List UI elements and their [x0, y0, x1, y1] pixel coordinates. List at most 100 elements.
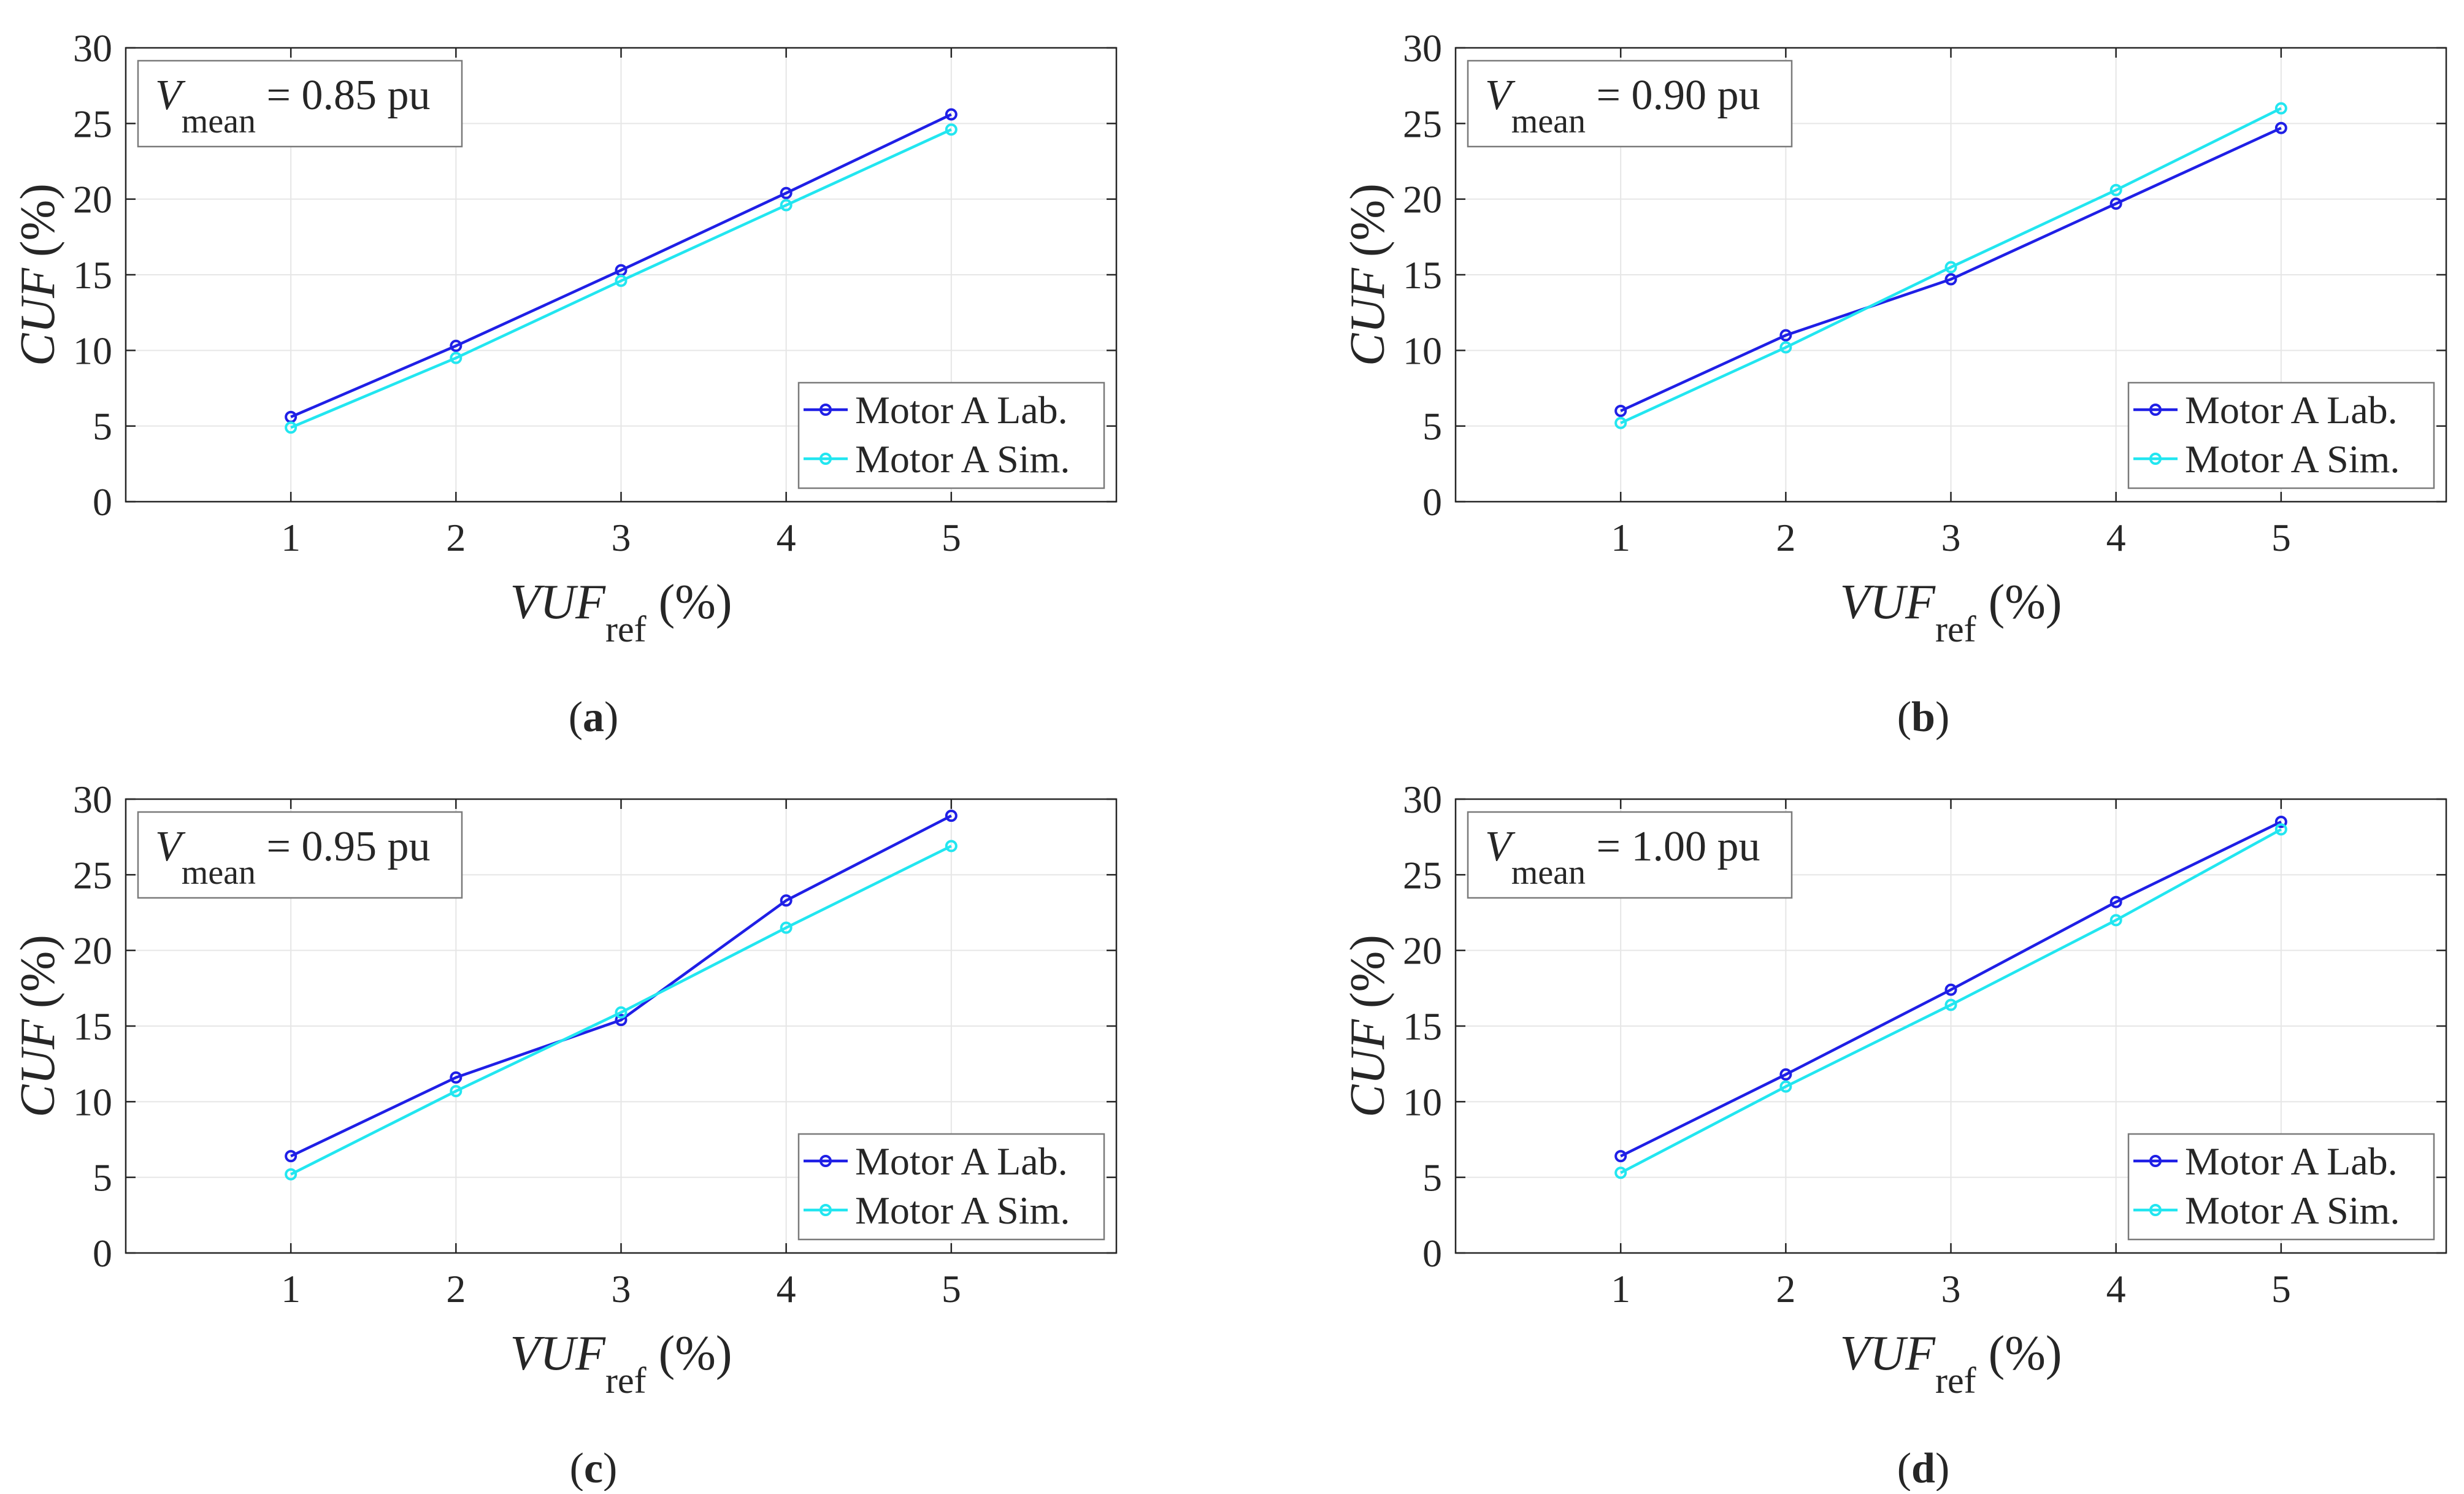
annotation-symbol: V: [1485, 72, 1516, 119]
data-point-series-0: [1944, 273, 1957, 286]
annotation-subscript: mean: [182, 102, 256, 140]
y-tick-label: 20: [73, 178, 112, 221]
legend-label-0: Motor A Lab.: [855, 388, 1068, 432]
y-tick-label: 25: [1403, 853, 1442, 897]
annotation-symbol: V: [1485, 823, 1516, 870]
legend-label-1: Motor A Sim.: [2185, 1189, 2400, 1232]
data-point-series-1: [615, 1006, 628, 1019]
x-tick-label: 3: [1941, 1267, 1961, 1311]
y-tick-label: 15: [1403, 1005, 1442, 1048]
x-axis-label-unit: (%): [647, 1327, 732, 1381]
y-tick-label: 5: [93, 1156, 112, 1200]
y-tick-label: 15: [1403, 253, 1442, 297]
data-point-series-1: [1779, 1080, 1792, 1093]
y-tick-label: 30: [73, 778, 112, 821]
legend-label-1: Motor A Sim.: [2185, 437, 2400, 481]
x-tick-label: 4: [2106, 516, 2126, 559]
y-axis-label: CUF (%): [11, 935, 65, 1117]
legend-swatch-marker-1: [2149, 453, 2162, 465]
panel-caption-open: (: [1897, 694, 1911, 741]
panel-caption-open: (: [569, 694, 583, 741]
y-tick-label: 5: [1422, 405, 1442, 448]
x-axis-label-main: VUF: [1840, 575, 1936, 629]
legend-border: [2127, 1133, 2435, 1241]
legend-label-1: Motor A Sim.: [855, 437, 1070, 481]
x-tick-label: 1: [281, 516, 301, 559]
annotation-subscript: mean: [1511, 854, 1586, 892]
y-tick-label: 20: [73, 929, 112, 973]
annotation-value: = 0.90 pu: [1586, 72, 1760, 119]
y-tick-label: 10: [73, 1080, 112, 1124]
series-line-0: [1620, 126, 2282, 413]
x-tick-label: 3: [612, 516, 631, 559]
x-axis-label: VUFref (%): [1840, 1327, 2062, 1401]
series-group: [285, 108, 958, 434]
data-point-series-0: [1779, 1068, 1792, 1081]
panel-caption-open: (: [1897, 1445, 1911, 1491]
data-point-series-0: [945, 108, 958, 121]
panel-caption-letter: b: [1911, 694, 1935, 741]
y-tick-label: 15: [73, 1005, 112, 1048]
y-tick-label: 10: [73, 329, 112, 372]
y-tick-label: 30: [73, 26, 112, 70]
y-axis-label-variable: CUF: [1341, 1019, 1395, 1117]
data-point-series-0: [2274, 121, 2287, 134]
panel-caption: (d): [1897, 1445, 1950, 1491]
y-axis-label: CUF (%): [1341, 183, 1395, 366]
annotation-text: Vmean = 0.85 pu: [155, 72, 431, 140]
annotation-text: Vmean = 0.95 pu: [155, 823, 431, 892]
y-axis-label-variable: CUF: [1341, 267, 1395, 366]
y-tick-label: 0: [1422, 1232, 1442, 1275]
y-axis-label-unit: (%): [11, 935, 65, 1008]
x-tick-label: 1: [1611, 516, 1630, 559]
legend-swatch-marker-0: [2149, 404, 2162, 416]
y-axis-label-unit: (%): [1341, 183, 1395, 257]
x-axis-label-main: VUF: [1840, 1327, 1936, 1381]
x-tick-label: 2: [1776, 516, 1795, 559]
legend-swatch-marker-1: [2149, 1204, 2162, 1216]
data-point-series-0: [450, 1071, 462, 1084]
x-axis-label-unit: (%): [1976, 575, 2062, 629]
data-point-series-1: [780, 921, 793, 934]
x-tick-label: 5: [942, 1267, 961, 1311]
data-point-series-0: [615, 1014, 628, 1027]
legend-swatch-marker-0: [819, 404, 832, 416]
data-point-series-1: [1944, 998, 1957, 1011]
legend-swatch-marker-0: [819, 1155, 832, 1167]
x-tick-label: 5: [2271, 1267, 2291, 1311]
axis-ticks: 1 2 3 4 5 0 5 10 15 20 25 30: [73, 26, 1116, 559]
legend: Motor A Lab. Motor A Sim.: [2127, 381, 2435, 489]
y-tick-label: 5: [1422, 1156, 1442, 1200]
series-line-1: [290, 845, 952, 1176]
y-tick-label: 0: [93, 480, 112, 524]
annotation-symbol: V: [155, 72, 186, 119]
panel-caption-close: ): [1935, 1445, 1949, 1491]
data-point-series-0: [780, 186, 793, 199]
x-tick-label: 4: [777, 516, 796, 559]
data-point-series-1: [1779, 341, 1792, 354]
annotation-value: = 0.95 pu: [256, 823, 430, 870]
legend: Motor A Lab. Motor A Sim.: [797, 381, 1105, 489]
x-axis-label: VUFref (%): [1840, 575, 2062, 649]
data-point-series-0: [780, 894, 793, 907]
data-point-series-1: [2109, 183, 2122, 196]
annotation-box: Vmean = 1.00 pu: [1467, 811, 1793, 899]
x-tick-label: 2: [446, 1267, 466, 1311]
y-tick-label: 20: [1403, 929, 1442, 973]
panel-caption-close: ): [1935, 694, 1949, 741]
series-line-1: [1620, 828, 2282, 1174]
panel-caption-open: (: [570, 1445, 584, 1491]
legend-label-1: Motor A Sim.: [855, 1189, 1070, 1232]
data-point-series-1: [2109, 914, 2122, 927]
data-point-series-0: [1614, 405, 1627, 417]
data-point-series-1: [450, 1085, 462, 1098]
data-point-series-1: [1614, 416, 1627, 429]
x-axis-label-unit: (%): [647, 575, 732, 629]
axis-ticks: 1 2 3 4 5 0 5 10 15 20 25 30: [73, 778, 1116, 1311]
legend-border: [797, 1133, 1105, 1241]
x-tick-label: 3: [1941, 516, 1961, 559]
panel-caption: (b): [1897, 694, 1950, 741]
